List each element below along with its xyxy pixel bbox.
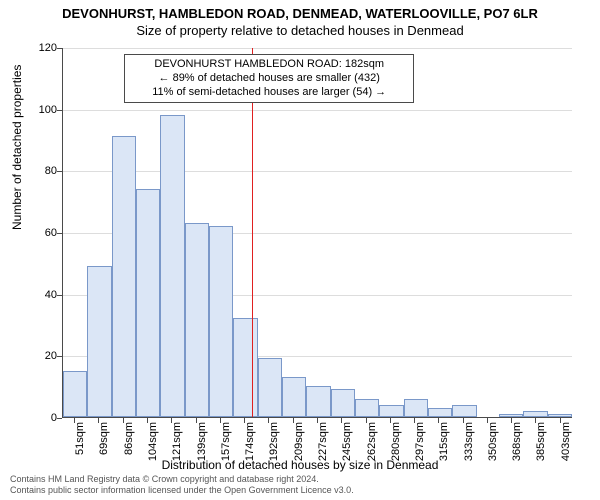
bar bbox=[185, 223, 209, 417]
y-tick-mark bbox=[57, 233, 62, 234]
y-tick-label: 120 bbox=[17, 42, 57, 54]
bar bbox=[160, 115, 184, 417]
bar bbox=[209, 226, 233, 417]
y-tick-mark bbox=[57, 295, 62, 296]
bar bbox=[523, 411, 547, 417]
y-tick-label: 0 bbox=[17, 412, 57, 424]
bar bbox=[306, 386, 330, 417]
bar bbox=[258, 358, 282, 417]
bar bbox=[282, 377, 306, 417]
bar-series bbox=[63, 48, 572, 417]
y-axis-label: Number of detached properties bbox=[10, 65, 24, 230]
bar bbox=[499, 414, 523, 417]
bar bbox=[379, 405, 403, 417]
footer-line-1: Contains HM Land Registry data © Crown c… bbox=[10, 474, 590, 485]
footer-attribution: Contains HM Land Registry data © Crown c… bbox=[10, 474, 590, 496]
bar bbox=[355, 399, 379, 418]
bar bbox=[63, 371, 87, 417]
x-axis-label: Distribution of detached houses by size … bbox=[0, 458, 600, 472]
annotation-box: DEVONHURST HAMBLEDON ROAD: 182sqm ← 89% … bbox=[124, 54, 414, 103]
y-tick-mark bbox=[57, 171, 62, 172]
annotation-line-1: DEVONHURST HAMBLEDON ROAD: 182sqm bbox=[131, 58, 407, 72]
y-tick-mark bbox=[57, 356, 62, 357]
bar bbox=[404, 399, 428, 418]
reference-line bbox=[252, 48, 253, 417]
bar bbox=[331, 389, 355, 417]
y-tick-label: 40 bbox=[17, 289, 57, 301]
chart-container: DEVONHURST, HAMBLEDON ROAD, DENMEAD, WAT… bbox=[0, 0, 600, 500]
plot-area: DEVONHURST HAMBLEDON ROAD: 182sqm ← 89% … bbox=[62, 48, 572, 418]
y-tick-label: 100 bbox=[17, 104, 57, 116]
y-tick-mark bbox=[57, 48, 62, 49]
y-tick-label: 80 bbox=[17, 165, 57, 177]
y-tick-label: 60 bbox=[17, 227, 57, 239]
annotation-line-3: 11% of semi-detached houses are larger (… bbox=[131, 86, 407, 100]
footer-line-2: Contains public sector information licen… bbox=[10, 485, 590, 496]
chart-area: DEVONHURST HAMBLEDON ROAD: 182sqm ← 89% … bbox=[62, 48, 572, 418]
chart-title-main: DEVONHURST, HAMBLEDON ROAD, DENMEAD, WAT… bbox=[0, 0, 600, 21]
bar bbox=[112, 136, 136, 417]
bar bbox=[428, 408, 452, 417]
annotation-line-2: ← 89% of detached houses are smaller (43… bbox=[131, 72, 407, 86]
y-tick-label: 20 bbox=[17, 350, 57, 362]
bar bbox=[452, 405, 476, 417]
chart-title-sub: Size of property relative to detached ho… bbox=[0, 21, 600, 38]
bar bbox=[87, 266, 111, 417]
bar bbox=[136, 189, 160, 417]
bar bbox=[548, 414, 572, 417]
y-tick-mark bbox=[57, 110, 62, 111]
bar bbox=[233, 318, 257, 417]
